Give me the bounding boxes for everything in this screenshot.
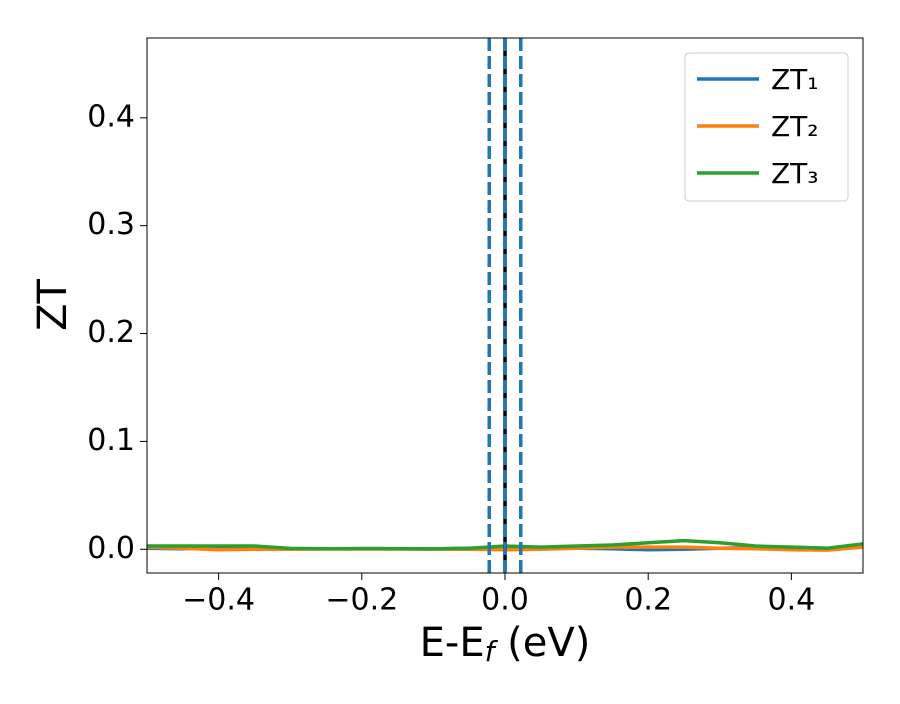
- x-label-part: (eV): [494, 620, 590, 666]
- legend-label: ZT₂: [771, 110, 819, 143]
- x-tick-label: 0.0: [481, 583, 529, 618]
- y-tick-label: 0.1: [87, 423, 135, 458]
- y-tick-label: 0.0: [87, 531, 135, 566]
- y-tick-label: 0.3: [87, 207, 135, 242]
- y-tick-label: 0.2: [87, 315, 135, 350]
- legend-box: [684, 52, 849, 202]
- x-axis-label: E-Ef (eV): [420, 620, 591, 668]
- y-tick-label: 0.4: [87, 99, 135, 134]
- x-tick-label: 0.2: [624, 583, 672, 618]
- legend-label: ZT₃: [771, 157, 819, 190]
- plot-area: [147, 38, 863, 573]
- x-label-part: E-E: [420, 620, 485, 666]
- legend-label: ZT₁: [771, 63, 819, 96]
- plot-frame: [146, 37, 864, 574]
- x-tick-label: 0.4: [768, 583, 816, 618]
- y-axis-label: ZT: [30, 279, 76, 331]
- x-tick-label: −0.2: [325, 583, 398, 618]
- x-tick-label: −0.4: [182, 583, 255, 618]
